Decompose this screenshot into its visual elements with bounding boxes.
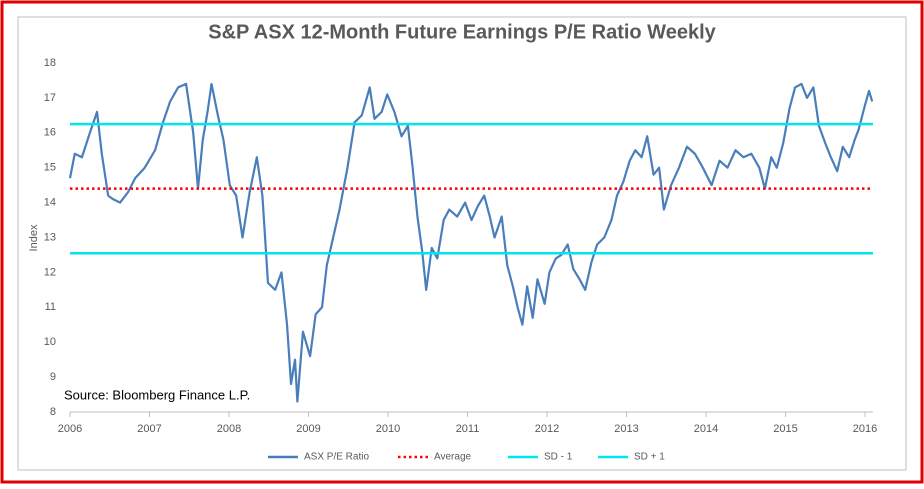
chart-title: S&P ASX 12-Month Future Earnings P/E Rat… — [208, 21, 716, 43]
annotation: Source: Bloomberg Finance L.P. — [64, 387, 250, 402]
x-tick-label: 2012 — [535, 423, 559, 435]
x-tick-label: 2016 — [853, 423, 877, 435]
x-tick-label: 2007 — [137, 423, 161, 435]
data-line — [68, 82, 874, 403]
x-tick-label: 2011 — [456, 423, 480, 435]
x-tick-label: 2010 — [376, 423, 400, 435]
y-axis-label: Index — [28, 224, 40, 251]
x-tick-label: 2015 — [773, 423, 797, 435]
y-tick-label: 14 — [44, 197, 56, 209]
y-tick-label: 17 — [44, 92, 56, 104]
legend-label: SD + 1 — [634, 452, 665, 463]
y-tick-label: 8 — [50, 406, 56, 418]
legend-label: SD - 1 — [544, 452, 573, 463]
x-tick-label: 2009 — [296, 423, 320, 435]
legend-label: ASX P/E Ratio — [304, 452, 369, 463]
y-tick-label: 18 — [44, 57, 56, 69]
y-tick-label: 16 — [44, 127, 56, 139]
y-tick-label: 11 — [45, 301, 56, 313]
y-tick-label: 13 — [44, 231, 56, 243]
y-tick-label: 15 — [44, 162, 56, 174]
y-tick-label: 10 — [44, 336, 56, 348]
x-tick-label: 2006 — [58, 423, 82, 435]
legend-label: Average — [434, 452, 472, 463]
y-tick-label: 12 — [44, 266, 56, 278]
y-tick-label: 9 — [50, 371, 56, 383]
x-tick-label: 2014 — [694, 423, 718, 435]
x-tick-label: 2008 — [217, 423, 241, 435]
chart-border — [17, 16, 907, 471]
x-tick-label: 2013 — [614, 423, 638, 435]
